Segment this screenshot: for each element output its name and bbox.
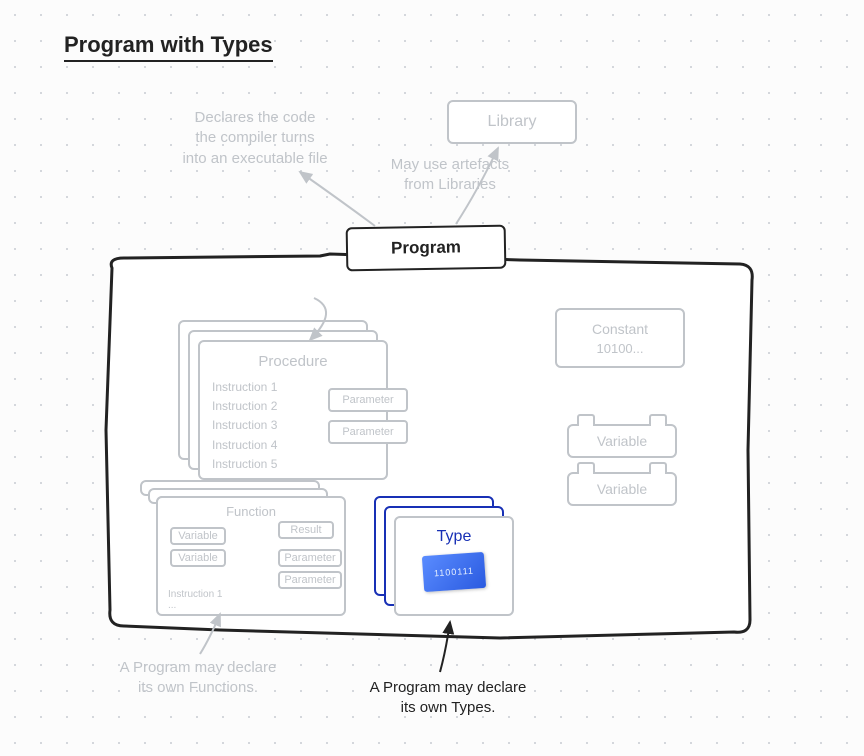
parameter-box: Parameter: [328, 388, 408, 412]
annot-declares-code: Declares the codethe compiler turnsinto …: [150, 108, 360, 169]
constant-label: Constant: [592, 321, 648, 337]
annot-artefacts: May use artefactsfrom Libraries: [360, 155, 540, 196]
fn-param: Parameter: [278, 571, 342, 589]
fn-var: Variable: [170, 527, 226, 545]
annot-functions: A Program may declareits own Functions.: [88, 658, 308, 699]
node-program: Program: [346, 225, 507, 272]
proc-instr: Instruction 5: [212, 455, 374, 474]
fn-var: Variable: [170, 549, 226, 567]
variable-box: Variable: [567, 472, 677, 506]
constant-value: 10100...: [597, 341, 644, 356]
function-label: Function: [168, 504, 334, 519]
fn-param: Parameter: [278, 549, 342, 567]
type-chip: 1100111: [422, 552, 486, 592]
annot-types: A Program may declareits own Types.: [328, 678, 568, 719]
diagram-title: Program with Types: [64, 32, 273, 62]
fn-result: Result: [278, 521, 334, 539]
procedure-label: Procedure: [212, 350, 374, 374]
type-label: Type: [437, 528, 472, 546]
fn-footer: Instruction 1...: [168, 589, 334, 611]
parameter-box: Parameter: [328, 420, 408, 444]
constant-box: Constant 10100...: [555, 308, 685, 368]
node-library: Library: [447, 100, 577, 144]
variable-box: Variable: [567, 424, 677, 458]
